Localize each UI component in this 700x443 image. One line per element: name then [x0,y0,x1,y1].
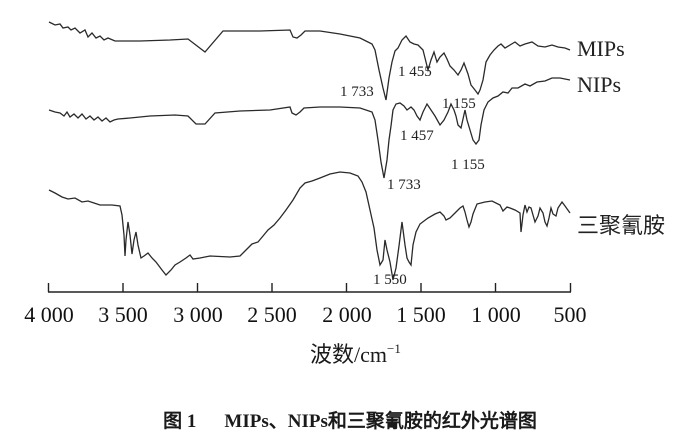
x-tick-label: 3 000 [173,302,223,327]
x-tick-label: 3 500 [98,302,148,327]
x-tick-label: 2 500 [247,302,297,327]
x-tick-label: 4 000 [24,302,74,327]
peak-label-mips-1733: 1 733 [340,84,374,100]
series-label-nips: NIPs [577,72,622,97]
peak-label-nips-1155: 1 155 [451,157,485,173]
nips-trace [48,77,571,179]
figure-caption-text: MIPs、NIPs和三聚氰胺的红外光谱图 [224,411,537,432]
series-label-melamine: 三聚氰胺 [577,213,666,238]
x-axis-label-main: 波数/cm [310,342,387,367]
peak-label-nips-1457: 1 457 [400,128,434,144]
figure-number: 图 1 [163,411,197,432]
figure-caption: 图 1 MIPs、NIPs和三聚氰胺的红外光谱图 [0,406,700,433]
x-tick-label: 1 500 [396,302,446,327]
series-label-mips: MIPs [577,36,625,61]
x-axis-label-exponent: −1 [387,341,401,356]
mips-trace [48,21,571,101]
peak-label-mips-1455: 1 455 [398,64,432,80]
peak-label-melamine-1550: 1 550 [373,272,407,288]
melamine-trace [48,171,571,281]
x-tick-label: 500 [553,302,587,327]
peak-label-mips-1155: 1 155 [442,96,476,112]
x-tick-label: 2 000 [322,302,372,327]
x-tick-label: 1 000 [471,302,521,327]
peak-label-nips-1733: 1 733 [387,177,421,193]
x-axis [47,283,572,293]
x-axis-label: 波数/cm−1 [310,337,401,369]
